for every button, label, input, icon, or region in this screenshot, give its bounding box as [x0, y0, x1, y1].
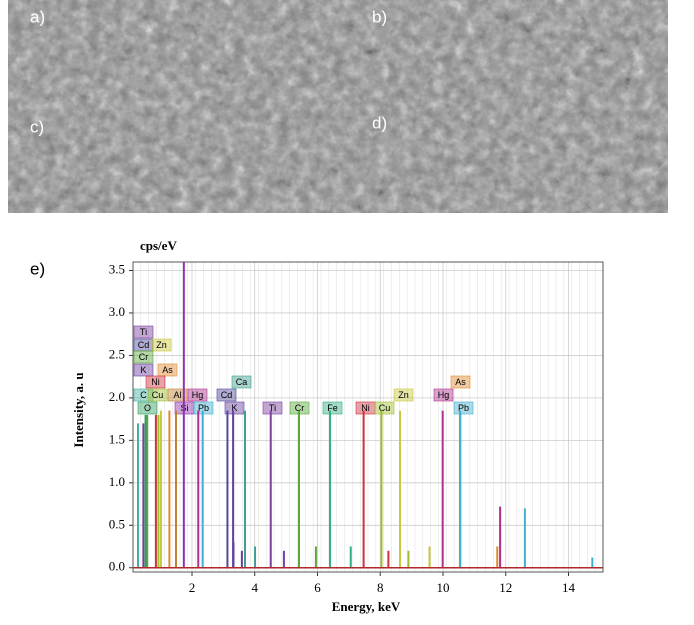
sem-texture	[8, 0, 668, 213]
element-tag-box	[167, 388, 188, 402]
y-tick-label: 0.5	[109, 516, 125, 531]
x-tick-label: 4	[251, 580, 258, 595]
element-tag: Zn	[156, 340, 167, 350]
element-tag-box	[137, 401, 158, 415]
element-tag: Cd	[221, 390, 233, 400]
element-tag-box	[133, 363, 154, 377]
element-tag: C	[140, 390, 147, 400]
element-tag: As	[455, 377, 466, 387]
element-tag-box	[322, 401, 343, 415]
element-tag: Pb	[198, 403, 209, 413]
element-tag-box	[187, 388, 208, 402]
element-tag-box	[133, 325, 154, 339]
element-tag: Cr	[139, 352, 149, 362]
element-tag: Cd	[138, 340, 150, 350]
image-label: c)	[30, 117, 44, 136]
element-tag: K	[231, 403, 237, 413]
y-tick-label: 1.0	[109, 474, 125, 489]
x-tick-label: 12	[499, 580, 512, 595]
element-tag-box	[393, 388, 414, 402]
element-tag: Cu	[152, 390, 164, 400]
element-tag: Fe	[327, 403, 338, 413]
unit-label: cps/eV	[140, 238, 177, 253]
x-tick-label: 2	[189, 580, 196, 595]
element-tag: Hg	[438, 390, 450, 400]
element-tag: Ti	[140, 327, 147, 337]
image-label: d)	[372, 113, 387, 132]
element-tag: Cr	[295, 403, 305, 413]
element-tag-box	[216, 388, 237, 402]
element-tag-box	[374, 401, 395, 415]
element-tag-box	[453, 401, 474, 415]
y-tick-label: 2.5	[109, 346, 125, 361]
image-label: a)	[30, 7, 45, 26]
element-tag: Zn	[398, 390, 409, 400]
element-tag-box	[145, 375, 166, 389]
plot-frame	[132, 261, 604, 573]
element-tag: Ca	[236, 377, 248, 387]
element-tag-box	[433, 388, 454, 402]
x-tick-label: 8	[377, 580, 384, 595]
element-tag: Ti	[269, 403, 276, 413]
element-tag: Al	[173, 390, 181, 400]
x-tick-label: 14	[562, 580, 576, 595]
element-tag-box	[224, 401, 245, 415]
element-tag: Pb	[458, 403, 469, 413]
element-tag-box	[231, 375, 252, 389]
sem-images: a) b) c) d)	[8, 0, 668, 213]
y-tick-label: 3.0	[109, 304, 125, 319]
element-tag: Cu	[379, 403, 391, 413]
y-tick-label: 1.5	[109, 431, 125, 446]
element-tag: Ni	[361, 403, 370, 413]
y-axis-label: Intensity, a. u	[71, 372, 86, 447]
x-tick-label: 6	[314, 580, 321, 595]
element-tag-box	[147, 388, 168, 402]
element-tag-box	[450, 375, 471, 389]
element-tag-box	[151, 338, 172, 352]
y-tick-label: 2.0	[109, 389, 125, 404]
x-tick-label: 10	[436, 580, 449, 595]
element-tag-box	[157, 363, 178, 377]
y-tick-label: 0.0	[109, 559, 125, 574]
element-tag: K	[140, 365, 146, 375]
element-tag-box	[133, 350, 154, 364]
element-tag: O	[144, 403, 151, 413]
panel-label: e)	[30, 259, 45, 278]
image-label: b)	[372, 7, 387, 26]
element-tag: Hg	[192, 390, 204, 400]
element-tags: Ti Ti Cd Cd Zn Zn Cr Cr As As K K Ni Ni C Cu Cu Al Hg Hg Ca O…	[133, 325, 474, 415]
x-axis-label: Energy, keV	[332, 599, 401, 614]
element-tag-box	[262, 401, 283, 415]
y-tick-label: 3.5	[109, 261, 125, 276]
element-tag: Ni	[151, 377, 160, 387]
plot-area: 0.0 0.5 1.0 1.5 2.0 2.5 3.0 3.5 2 4 6 8 10 12 14 Ti Ti Cd…	[109, 261, 604, 595]
element-tag: As	[162, 365, 173, 375]
